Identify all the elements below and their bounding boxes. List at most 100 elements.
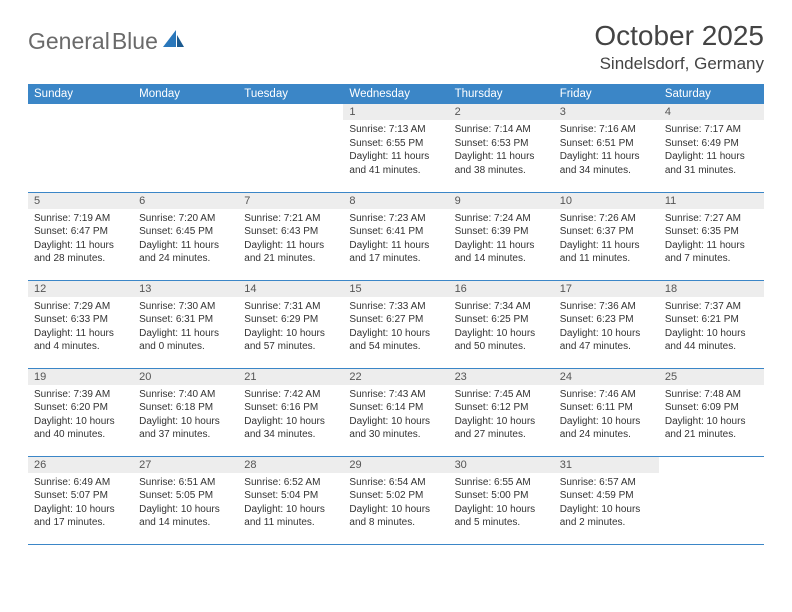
day-line: Daylight: 10 hours and 11 minutes. (244, 503, 337, 530)
calendar-day-cell: 16Sunrise: 7:34 AMSunset: 6:25 PMDayligh… (449, 280, 554, 368)
day-number: 3 (554, 104, 659, 120)
day-number: 11 (659, 193, 764, 209)
day-header: Wednesday (343, 84, 448, 104)
day-line: Daylight: 11 hours and 4 minutes. (34, 327, 127, 354)
calendar-day-cell: 19Sunrise: 7:39 AMSunset: 6:20 PMDayligh… (28, 368, 133, 456)
day-number: 10 (554, 193, 659, 209)
day-line: Sunrise: 6:49 AM (34, 476, 127, 490)
header: GeneralBlue October 2025 Sindelsdorf, Ge… (28, 20, 764, 74)
day-content: Sunrise: 7:46 AMSunset: 6:11 PMDaylight:… (554, 385, 659, 446)
day-line: Sunset: 6:43 PM (244, 225, 337, 239)
day-content: Sunrise: 7:48 AMSunset: 6:09 PMDaylight:… (659, 385, 764, 446)
calendar-week-row: 1Sunrise: 7:13 AMSunset: 6:55 PMDaylight… (28, 104, 764, 192)
day-line: Sunset: 6:29 PM (244, 313, 337, 327)
day-content: Sunrise: 7:27 AMSunset: 6:35 PMDaylight:… (659, 209, 764, 270)
day-line: Sunset: 5:04 PM (244, 489, 337, 503)
day-line: Sunrise: 7:21 AM (244, 212, 337, 226)
day-number: 30 (449, 457, 554, 473)
day-number: 5 (28, 193, 133, 209)
day-content: Sunrise: 7:33 AMSunset: 6:27 PMDaylight:… (343, 297, 448, 358)
day-line: Sunrise: 6:57 AM (560, 476, 653, 490)
day-line: Sunset: 6:16 PM (244, 401, 337, 415)
day-number: 19 (28, 369, 133, 385)
day-content: Sunrise: 7:34 AMSunset: 6:25 PMDaylight:… (449, 297, 554, 358)
sail-icon (162, 29, 186, 54)
day-content: Sunrise: 7:31 AMSunset: 6:29 PMDaylight:… (238, 297, 343, 358)
day-number: 18 (659, 281, 764, 297)
logo-text-gray: General (28, 28, 110, 55)
day-content: Sunrise: 7:23 AMSunset: 6:41 PMDaylight:… (343, 209, 448, 270)
day-line: Sunrise: 7:24 AM (455, 212, 548, 226)
day-line: Daylight: 11 hours and 38 minutes. (455, 150, 548, 177)
day-line: Sunrise: 7:29 AM (34, 300, 127, 314)
day-number: 14 (238, 281, 343, 297)
day-line: Sunset: 6:49 PM (665, 137, 758, 151)
day-number: 8 (343, 193, 448, 209)
day-content: Sunrise: 7:20 AMSunset: 6:45 PMDaylight:… (133, 209, 238, 270)
day-line: Daylight: 10 hours and 21 minutes. (665, 415, 758, 442)
day-line: Sunset: 6:41 PM (349, 225, 442, 239)
day-line: Sunrise: 7:37 AM (665, 300, 758, 314)
day-number: 15 (343, 281, 448, 297)
day-number: 24 (554, 369, 659, 385)
day-line: Sunrise: 7:27 AM (665, 212, 758, 226)
day-number: 27 (133, 457, 238, 473)
day-content: Sunrise: 7:39 AMSunset: 6:20 PMDaylight:… (28, 385, 133, 446)
title-block: October 2025 Sindelsdorf, Germany (594, 20, 764, 74)
day-content: Sunrise: 7:24 AMSunset: 6:39 PMDaylight:… (449, 209, 554, 270)
day-line: Daylight: 10 hours and 27 minutes. (455, 415, 548, 442)
calendar-day-cell: 8Sunrise: 7:23 AMSunset: 6:41 PMDaylight… (343, 192, 448, 280)
calendar-day-cell: 15Sunrise: 7:33 AMSunset: 6:27 PMDayligh… (343, 280, 448, 368)
calendar-day-cell (659, 456, 764, 544)
day-content: Sunrise: 7:42 AMSunset: 6:16 PMDaylight:… (238, 385, 343, 446)
day-header: Sunday (28, 84, 133, 104)
day-content: Sunrise: 7:26 AMSunset: 6:37 PMDaylight:… (554, 209, 659, 270)
day-line: Sunrise: 7:34 AM (455, 300, 548, 314)
day-line: Sunset: 6:21 PM (665, 313, 758, 327)
calendar-table: Sunday Monday Tuesday Wednesday Thursday… (28, 84, 764, 545)
day-content: Sunrise: 7:37 AMSunset: 6:21 PMDaylight:… (659, 297, 764, 358)
day-line: Sunrise: 7:23 AM (349, 212, 442, 226)
day-line: Daylight: 11 hours and 31 minutes. (665, 150, 758, 177)
calendar-day-cell: 1Sunrise: 7:13 AMSunset: 6:55 PMDaylight… (343, 104, 448, 192)
day-line: Sunrise: 7:40 AM (139, 388, 232, 402)
day-content: Sunrise: 7:19 AMSunset: 6:47 PMDaylight:… (28, 209, 133, 270)
day-line: Daylight: 10 hours and 14 minutes. (139, 503, 232, 530)
day-line: Sunset: 6:25 PM (455, 313, 548, 327)
day-line: Daylight: 10 hours and 57 minutes. (244, 327, 337, 354)
calendar-day-cell: 17Sunrise: 7:36 AMSunset: 6:23 PMDayligh… (554, 280, 659, 368)
day-line: Daylight: 11 hours and 11 minutes. (560, 239, 653, 266)
day-header: Tuesday (238, 84, 343, 104)
calendar-day-cell: 13Sunrise: 7:30 AMSunset: 6:31 PMDayligh… (133, 280, 238, 368)
day-line: Sunrise: 7:43 AM (349, 388, 442, 402)
day-content: Sunrise: 7:30 AMSunset: 6:31 PMDaylight:… (133, 297, 238, 358)
calendar-day-cell: 30Sunrise: 6:55 AMSunset: 5:00 PMDayligh… (449, 456, 554, 544)
day-number: 23 (449, 369, 554, 385)
day-line: Sunset: 6:33 PM (34, 313, 127, 327)
day-line: Daylight: 10 hours and 8 minutes. (349, 503, 442, 530)
day-line: Sunset: 5:05 PM (139, 489, 232, 503)
calendar-day-cell: 4Sunrise: 7:17 AMSunset: 6:49 PMDaylight… (659, 104, 764, 192)
location: Sindelsdorf, Germany (594, 54, 764, 74)
day-content: Sunrise: 7:21 AMSunset: 6:43 PMDaylight:… (238, 209, 343, 270)
day-number: 26 (28, 457, 133, 473)
day-line: Sunrise: 7:20 AM (139, 212, 232, 226)
day-line: Sunset: 6:09 PM (665, 401, 758, 415)
day-content (659, 461, 764, 468)
day-content: Sunrise: 7:16 AMSunset: 6:51 PMDaylight:… (554, 120, 659, 181)
day-content (238, 108, 343, 115)
day-number: 16 (449, 281, 554, 297)
day-content: Sunrise: 7:29 AMSunset: 6:33 PMDaylight:… (28, 297, 133, 358)
calendar-day-cell: 26Sunrise: 6:49 AMSunset: 5:07 PMDayligh… (28, 456, 133, 544)
day-number: 21 (238, 369, 343, 385)
day-content: Sunrise: 7:45 AMSunset: 6:12 PMDaylight:… (449, 385, 554, 446)
day-line: Sunrise: 6:51 AM (139, 476, 232, 490)
day-line: Sunrise: 7:36 AM (560, 300, 653, 314)
day-line: Sunset: 4:59 PM (560, 489, 653, 503)
day-content: Sunrise: 7:17 AMSunset: 6:49 PMDaylight:… (659, 120, 764, 181)
day-line: Sunset: 6:11 PM (560, 401, 653, 415)
calendar-day-cell: 9Sunrise: 7:24 AMSunset: 6:39 PMDaylight… (449, 192, 554, 280)
calendar-week-row: 26Sunrise: 6:49 AMSunset: 5:07 PMDayligh… (28, 456, 764, 544)
day-line: Daylight: 11 hours and 24 minutes. (139, 239, 232, 266)
day-number: 12 (28, 281, 133, 297)
